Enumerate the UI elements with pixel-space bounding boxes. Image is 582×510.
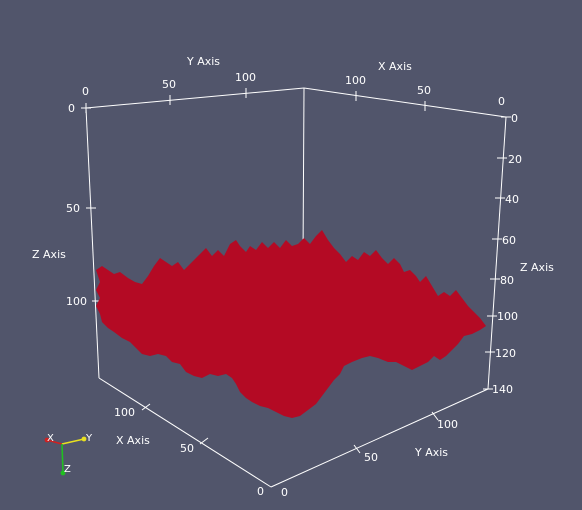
x-top-tick-label: 0 bbox=[498, 95, 505, 108]
x-axis-title-top: X Axis bbox=[378, 60, 412, 73]
x-bottom-tick-label: 100 bbox=[114, 406, 135, 419]
z-axis-title-right: Z Axis bbox=[520, 261, 554, 274]
orientation-x-label: X bbox=[47, 433, 54, 444]
tick-marks bbox=[81, 88, 511, 454]
y-direction-arrow bbox=[61, 438, 85, 445]
z-right-tick-label: 120 bbox=[495, 347, 516, 360]
z-right-tick-label: 0 bbox=[511, 112, 518, 125]
isosurface-mesh[interactable] bbox=[96, 230, 486, 418]
z-right-tick-label: 40 bbox=[505, 193, 519, 206]
y-axis-title-top: Y Axis bbox=[186, 55, 220, 68]
x-bottom-tick-label: 50 bbox=[180, 442, 194, 455]
orientation-z-label: Z bbox=[64, 464, 71, 475]
y-bottom-tick-label: 100 bbox=[437, 418, 458, 431]
orientation-axes-widget[interactable]: X Y Z bbox=[44, 433, 93, 476]
z-left-tick-label: 50 bbox=[66, 202, 80, 215]
x-bottom-tick-label: 0 bbox=[257, 485, 264, 498]
x-axis-title-bottom: X Axis bbox=[116, 434, 150, 447]
x-top-tick-label: 50 bbox=[417, 84, 431, 97]
z-right-tick-label: 80 bbox=[500, 274, 514, 287]
y-top-tick-label: 100 bbox=[235, 71, 256, 84]
x-top-tick-label: 100 bbox=[345, 74, 366, 87]
x-direction-arrow bbox=[46, 439, 63, 445]
z-axis-title-left: Z Axis bbox=[32, 248, 66, 261]
y-top-tick-label: 50 bbox=[162, 78, 176, 91]
z-left-tick-label: 0 bbox=[68, 102, 75, 115]
red-isosurface bbox=[96, 230, 486, 418]
z-right-tick-label: 100 bbox=[497, 310, 518, 323]
tick-labels: 0 50 100 100 50 0 0 50 100 0 20 40 60 80… bbox=[66, 71, 522, 499]
y-bottom-tick-label: 0 bbox=[281, 486, 288, 499]
z-left-tick-label: 100 bbox=[66, 295, 87, 308]
axis-titles: Y Axis X Axis Z Axis Z Axis X Axis Y Axi… bbox=[32, 55, 554, 459]
orientation-y-label: Y bbox=[85, 433, 93, 444]
y-top-tick-label: 0 bbox=[82, 85, 89, 98]
cube-axes bbox=[85, 87, 507, 488]
z-direction-arrow bbox=[61, 443, 64, 474]
z-right-tick-label: 60 bbox=[502, 234, 516, 247]
y-axis-title-bottom: Y Axis bbox=[414, 446, 448, 459]
z-right-tick-label: 140 bbox=[492, 383, 513, 396]
y-bottom-tick-label: 50 bbox=[364, 451, 378, 464]
z-right-tick-label: 20 bbox=[508, 153, 522, 166]
